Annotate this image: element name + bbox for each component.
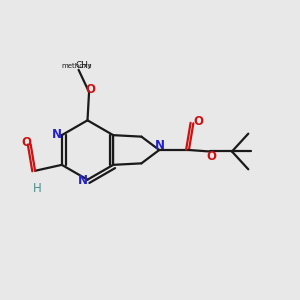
- Text: O: O: [21, 136, 31, 149]
- Text: O: O: [193, 115, 203, 128]
- Text: methoxy: methoxy: [62, 63, 92, 69]
- Text: N: N: [52, 128, 61, 141]
- Text: O: O: [85, 83, 95, 96]
- Text: N: N: [155, 140, 165, 152]
- Text: H: H: [32, 182, 41, 195]
- Text: O: O: [206, 150, 216, 163]
- Text: CH₃: CH₃: [76, 61, 92, 70]
- Text: N: N: [78, 174, 88, 187]
